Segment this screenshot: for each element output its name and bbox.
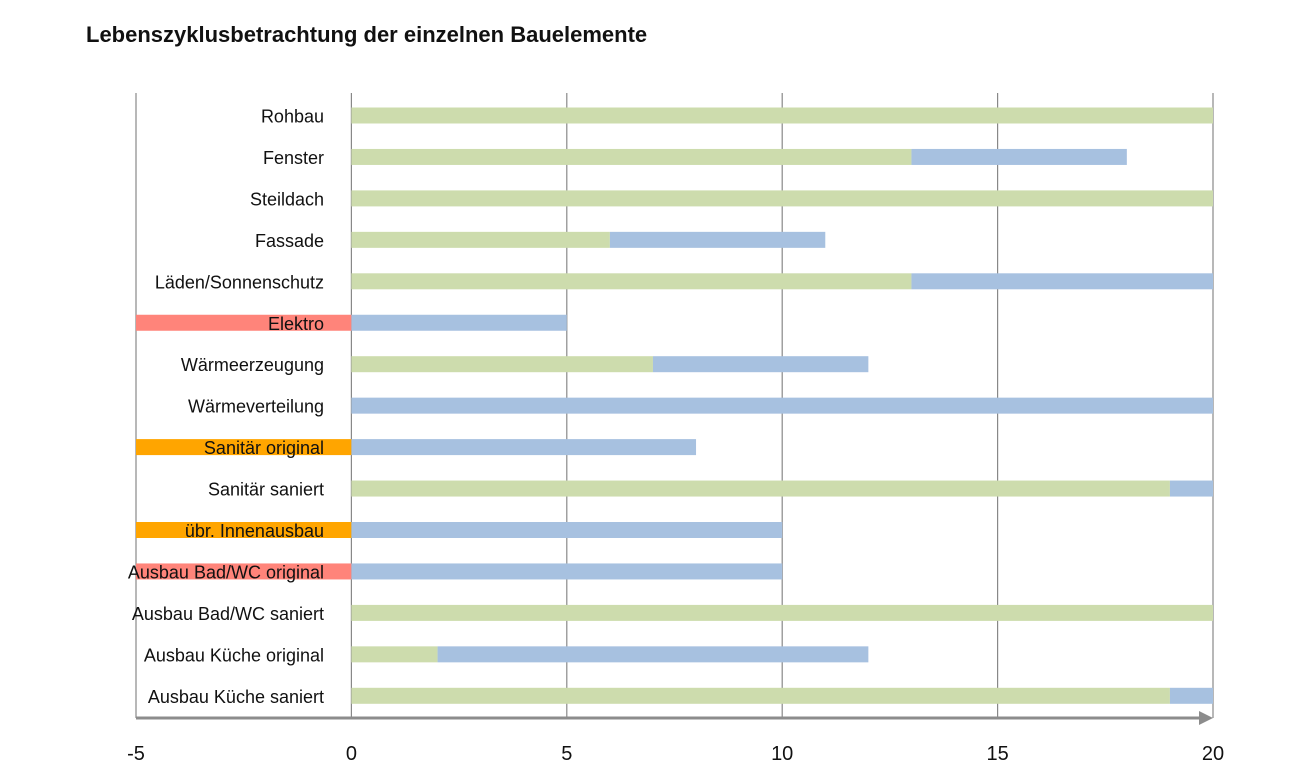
label-highlight-8 [136, 439, 352, 456]
bar-blue-3 [609, 231, 826, 248]
bar-green-1 [351, 148, 912, 165]
tick-label-0: 0 [346, 743, 357, 765]
bar-green-3 [351, 231, 610, 248]
x-axis-arrow [1199, 711, 1213, 725]
category-label-14: Ausbau Küche saniert [148, 687, 324, 707]
bar-green-0 [351, 107, 1213, 124]
bar-blue-6 [652, 356, 869, 373]
category-label-5: Elektro [268, 314, 324, 334]
bar-blue-14 [1169, 687, 1213, 704]
bar-blue-13 [437, 646, 869, 663]
bar-green-12 [351, 604, 1213, 621]
bars [351, 107, 1213, 704]
bar-blue-1 [911, 148, 1127, 165]
tick-label--5: -5 [127, 743, 145, 765]
bar-blue-11 [351, 563, 783, 580]
bar-blue-9 [1169, 480, 1213, 497]
category-label-0: Rohbau [261, 107, 324, 127]
category-label-11: Ausbau Bad/WC original [128, 562, 324, 582]
chart-title: Lebenszyklusbetrachtung der einzelnen Ba… [86, 22, 648, 47]
bar-green-14 [351, 687, 1170, 704]
category-label-2: Steildach [250, 189, 324, 209]
category-label-6: Wärmeerzeugung [181, 355, 324, 375]
tick-labels: -5 0 5 10 15 20 [127, 743, 1224, 765]
bar-green-2 [351, 190, 1213, 207]
category-label-8: Sanitär original [204, 438, 324, 458]
bar-green-6 [351, 356, 653, 373]
category-label-12: Ausbau Bad/WC saniert [132, 604, 324, 624]
bar-blue-4 [911, 273, 1213, 290]
tick-label-10: 10 [771, 743, 793, 765]
tick-label-15: 15 [986, 743, 1008, 765]
category-label-13: Ausbau Küche original [144, 645, 324, 665]
label-highlights [136, 314, 352, 580]
bar-blue-8 [351, 439, 697, 456]
category-label-3: Fassade [255, 231, 324, 251]
category-label-1: Fenster [263, 148, 324, 168]
bar-blue-7 [351, 397, 1213, 414]
bar-green-9 [351, 480, 1170, 497]
label-highlight-11 [136, 563, 352, 580]
bar-blue-5 [351, 314, 567, 331]
label-highlight-5 [136, 314, 352, 331]
x-axis [136, 711, 1213, 725]
bar-blue-10 [351, 522, 783, 538]
tick-label-20: 20 [1202, 743, 1224, 765]
category-label-9: Sanitär saniert [208, 480, 324, 500]
category-label-10: übr. Innenausbau [185, 521, 324, 541]
tick-label-5: 5 [561, 743, 572, 765]
category-label-7: Wärmeverteilung [188, 397, 324, 417]
category-labels: Rohbau Fenster Steildach Fassade Läden/Sonne… [128, 107, 324, 707]
category-label-4: Läden/Sonnenschutz [155, 272, 324, 292]
bar-green-4 [351, 273, 912, 290]
label-highlight-10 [136, 522, 352, 538]
bar-green-13 [351, 646, 438, 663]
